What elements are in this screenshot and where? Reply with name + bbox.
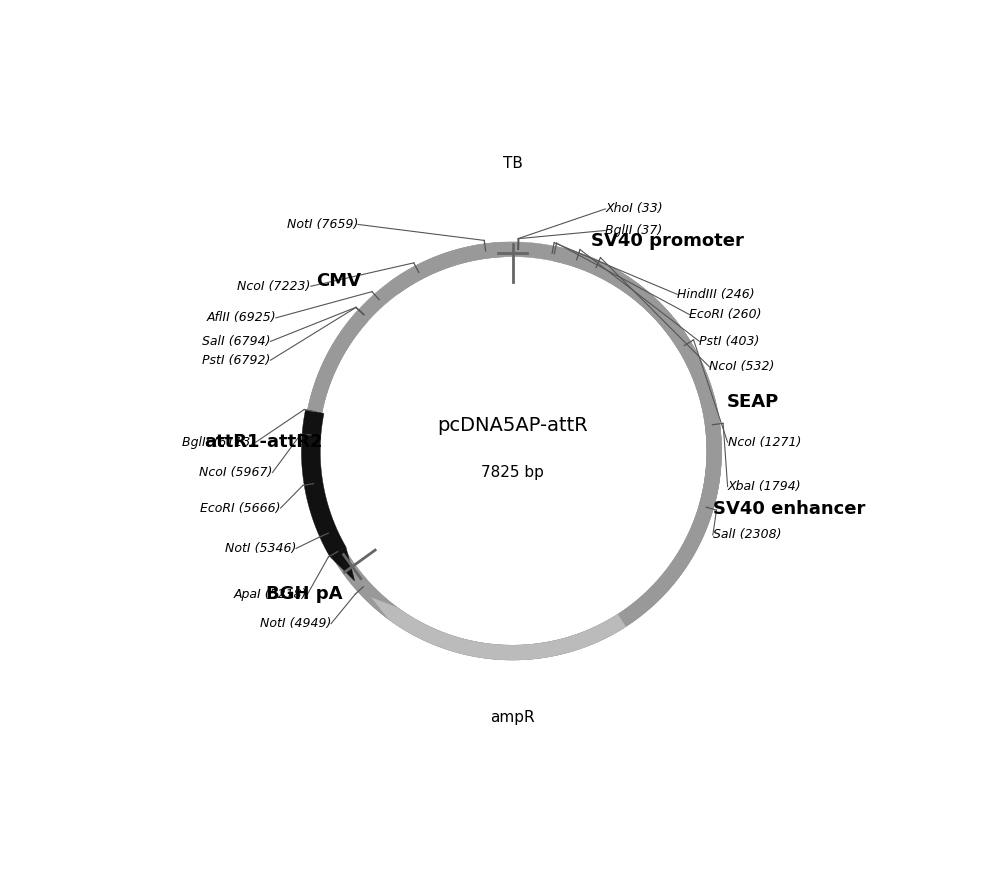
Polygon shape	[389, 608, 626, 660]
Text: NotI (5346): NotI (5346)	[225, 542, 296, 555]
Text: ampR: ampR	[490, 711, 535, 725]
Polygon shape	[373, 281, 399, 303]
Polygon shape	[699, 505, 713, 533]
Polygon shape	[303, 242, 722, 660]
Text: SEAP: SEAP	[726, 393, 779, 411]
Text: NcoI (532): NcoI (532)	[709, 361, 775, 374]
Text: pcDNA5AP-attR: pcDNA5AP-attR	[437, 416, 588, 435]
Text: BglII (6113): BglII (6113)	[182, 436, 256, 449]
Text: TB: TB	[503, 156, 522, 171]
Polygon shape	[678, 341, 698, 368]
Text: CMV: CMV	[316, 272, 361, 290]
Text: ApaI (5218): ApaI (5218)	[234, 588, 307, 601]
Text: SV40 promoter: SV40 promoter	[591, 231, 744, 250]
Polygon shape	[330, 546, 355, 581]
Polygon shape	[530, 247, 557, 261]
Polygon shape	[303, 242, 722, 660]
Polygon shape	[593, 261, 691, 349]
Text: HindIII (246): HindIII (246)	[677, 288, 755, 301]
Text: EcoRI (5666): EcoRI (5666)	[200, 502, 281, 514]
Text: PstI (6792): PstI (6792)	[202, 354, 271, 367]
Text: SalI (6794): SalI (6794)	[202, 335, 271, 347]
Text: 7825 bp: 7825 bp	[481, 465, 544, 480]
Text: NcoI (5967): NcoI (5967)	[199, 466, 273, 479]
Text: NcoI (1271): NcoI (1271)	[728, 436, 801, 449]
Polygon shape	[301, 409, 346, 556]
Text: XbaI (1794): XbaI (1794)	[728, 480, 801, 493]
Text: BglII (37): BglII (37)	[605, 224, 663, 237]
Text: NotI (4949): NotI (4949)	[260, 617, 331, 630]
Text: attR1-attR2: attR1-attR2	[205, 433, 323, 451]
Text: PstI (403): PstI (403)	[699, 335, 760, 347]
Text: EcoRI (260): EcoRI (260)	[689, 308, 762, 321]
Text: XhoI (33): XhoI (33)	[605, 203, 663, 216]
Polygon shape	[699, 423, 722, 509]
Text: NotI (7659): NotI (7659)	[287, 218, 358, 231]
Text: BGH pA: BGH pA	[266, 585, 342, 603]
Polygon shape	[372, 598, 398, 620]
Text: NcoI (7223): NcoI (7223)	[237, 279, 311, 292]
Text: SV40 enhancer: SV40 enhancer	[713, 500, 865, 519]
Text: AflII (6925): AflII (6925)	[206, 312, 276, 325]
Text: SalI (2308): SalI (2308)	[713, 528, 781, 541]
